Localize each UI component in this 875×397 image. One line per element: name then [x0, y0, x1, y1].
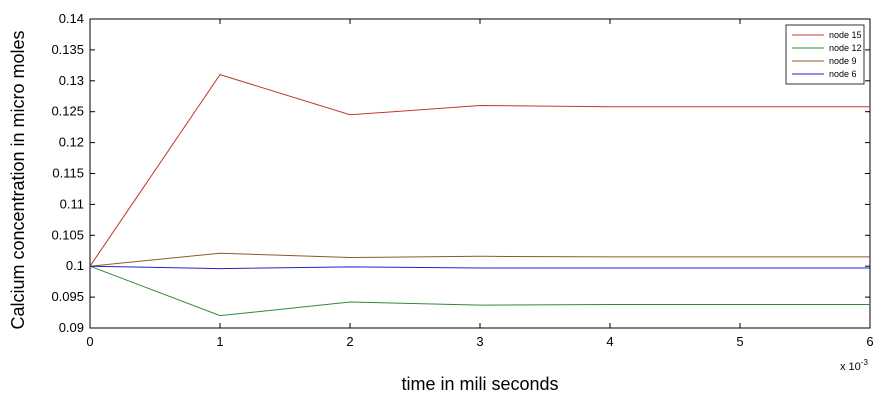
x-tick-label: 0: [86, 334, 93, 349]
y-axis-label: Calcium concentration in micro moles: [8, 30, 28, 329]
y-tick-label: 0.125: [51, 104, 84, 119]
plot-area: [89, 18, 871, 329]
x-axis: 0 1 2 3 4 5 6: [86, 19, 874, 349]
y-tick-label: 0.12: [59, 135, 84, 150]
legend-entry: node 15: [829, 30, 862, 40]
x-tick-label: 3: [476, 334, 483, 349]
y-tick-label: 0.135: [51, 42, 84, 57]
x-axis-exponent: x 10-3: [840, 358, 868, 373]
x-tick-label: 4: [606, 334, 613, 349]
y-tick-label: 0.09: [59, 320, 84, 335]
y-tick-label: 0.095: [51, 289, 84, 304]
x-axis-exponent-power: -3: [861, 358, 869, 367]
x-tick-label: 6: [866, 334, 873, 349]
series-line-node-6: [89, 265, 870, 270]
y-axis: 0.09 0.095 0.1 0.105 0.11 0.115 0.12 0.125 0.13 0…: [51, 11, 870, 335]
x-axis-label: time in mili seconds: [401, 374, 558, 394]
series-lines: [89, 74, 870, 317]
y-tick-label: 0.14: [59, 11, 84, 26]
series-line-node-12: [89, 265, 870, 317]
y-tick-label: 0.1: [66, 258, 84, 273]
legend-entry: node 9: [829, 56, 857, 66]
legend-entry: node 12: [829, 43, 862, 53]
legend-entry: node 6: [829, 69, 857, 79]
series-line-node-9: [89, 252, 870, 267]
x-tick-label: 1: [216, 334, 223, 349]
series-line-node-15: [89, 74, 870, 267]
y-tick-label: 0.11: [60, 196, 84, 211]
x-tick-label: 2: [346, 334, 353, 349]
y-tick-label: 0.115: [52, 166, 84, 181]
y-tick-label: 0.13: [59, 73, 84, 88]
legend: node 15 node 12 node 9 node 6: [785, 24, 865, 85]
y-tick-label: 0.105: [51, 227, 84, 242]
x-tick-label: 5: [736, 334, 743, 349]
